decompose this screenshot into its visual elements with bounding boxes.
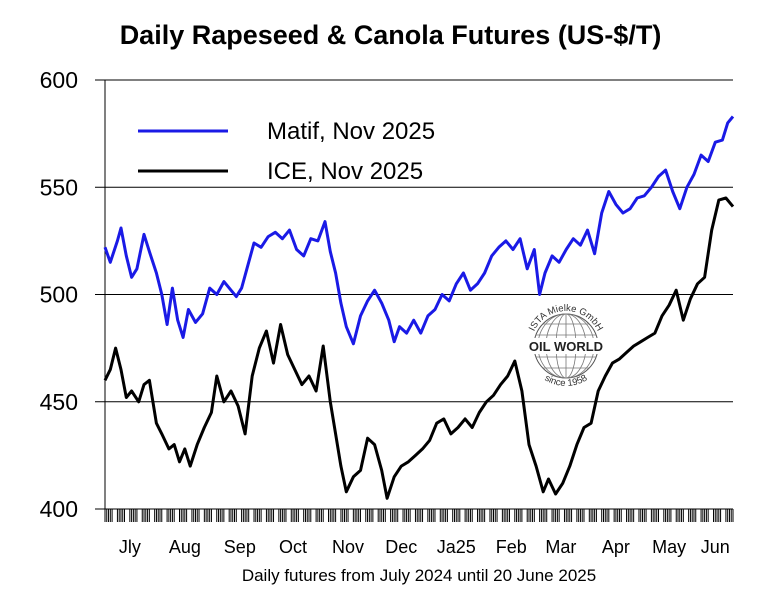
chart-title: Daily Rapeseed & Canola Futures (US-$/T) bbox=[119, 20, 662, 50]
x-month-label: Apr bbox=[602, 537, 630, 557]
x-month-label: Jun bbox=[701, 537, 730, 557]
y-tick-label: 450 bbox=[40, 389, 78, 415]
x-month-label: Jly bbox=[119, 537, 141, 557]
x-month-label: Feb bbox=[496, 537, 527, 557]
x-month-label: Aug bbox=[169, 537, 201, 557]
y-tick-label: 550 bbox=[40, 174, 78, 200]
x-month-label: Mar bbox=[545, 537, 576, 557]
y-tick-label: 500 bbox=[40, 282, 78, 308]
series-line-matif bbox=[103, 115, 735, 346]
series-lines bbox=[103, 115, 735, 500]
x-month-label: Sep bbox=[224, 537, 256, 557]
legend-label: ICE, Nov 2025 bbox=[267, 158, 423, 185]
y-tick-label: 400 bbox=[40, 496, 78, 522]
x-axis-month-labels: Jly Aug Sep Oct Nov Dec Ja25 Feb Mar Apr May Jun bbox=[119, 537, 730, 557]
x-month-label: Oct bbox=[279, 537, 307, 557]
x-axis-label: Daily futures from July 2024 until 20 Ju… bbox=[241, 566, 597, 585]
series-line-ice bbox=[103, 196, 735, 500]
x-month-label: May bbox=[652, 537, 686, 557]
legend: Matif, Nov 2025 ICE, Nov 2025 bbox=[138, 118, 435, 185]
y-tick-label: 600 bbox=[40, 67, 78, 93]
x-month-label: Nov bbox=[332, 537, 364, 557]
x-month-label: Ja25 bbox=[437, 537, 476, 557]
x-month-label: Dec bbox=[385, 537, 417, 557]
x-axis-ticks bbox=[104, 509, 734, 522]
y-axis-tick-labels: 400 450 500 550 600 bbox=[40, 67, 78, 522]
logo-bottom-text: since 1958 bbox=[543, 373, 590, 389]
legend-label: Matif, Nov 2025 bbox=[267, 118, 435, 145]
logo-band bbox=[533, 338, 599, 354]
logo-main-text: OIL WORLD bbox=[529, 339, 603, 354]
